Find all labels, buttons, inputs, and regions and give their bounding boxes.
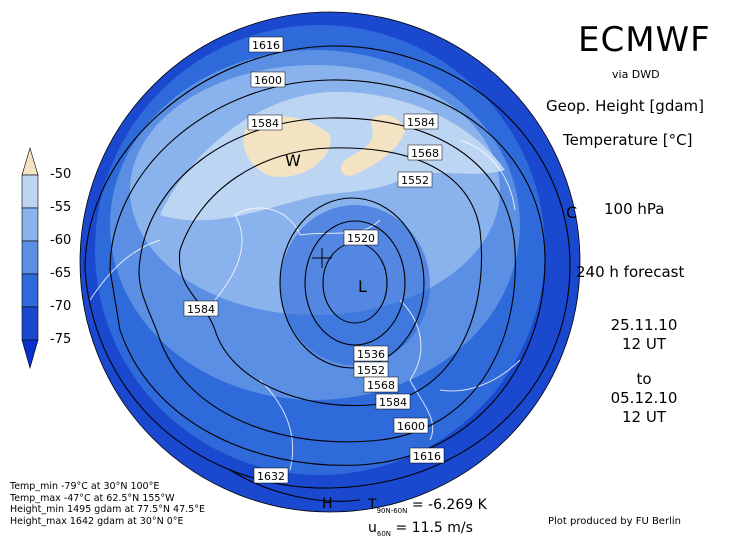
- extremes-stats: Temp_min -79°C at 30°N 100°E Temp_max -4…: [10, 481, 205, 527]
- init-date: 25.11.10: [610, 316, 678, 334]
- source-note: via DWD: [612, 68, 660, 81]
- pole-marker: C: [566, 203, 577, 222]
- warm-patch-east: [340, 114, 405, 176]
- contour-label: 1584: [379, 396, 407, 409]
- forecast-range: 240 h forecast: [576, 263, 685, 281]
- temp-min: Temp_min -79°C at 30°N 100°E: [10, 481, 160, 492]
- geop-height-label: Geop. Height [gdam]: [546, 97, 704, 115]
- contour-label: 1536: [357, 348, 385, 361]
- valid-time: 12 UT: [622, 408, 666, 426]
- u-subscript: 60N: [376, 529, 392, 538]
- contour-label: 1600: [254, 74, 282, 87]
- page-title: ECMWF: [578, 20, 711, 60]
- contour-label: 1584: [251, 117, 279, 130]
- u-symbol: u: [368, 519, 377, 536]
- contour-label: 1616: [413, 450, 441, 463]
- contour-label: 1600: [397, 420, 425, 433]
- contour-label: 1552: [401, 174, 429, 187]
- contour-label: 1568: [367, 379, 395, 392]
- t-symbol: T: [368, 497, 377, 513]
- legend-tick: -60: [50, 233, 72, 248]
- h-marker: H: [322, 496, 333, 512]
- t-subscript: 90N-60N: [376, 506, 408, 515]
- plot-credit: Plot produced by FU Berlin: [548, 516, 681, 527]
- init-datetime: 25.11.10 12 UT: [604, 316, 684, 354]
- contour-label: 1584: [407, 116, 435, 129]
- low-marker: L: [358, 277, 367, 296]
- pressure-level: 100 hPa: [604, 200, 665, 218]
- contour-label: 1632: [257, 470, 285, 483]
- legend-tick: -50: [50, 167, 72, 182]
- valid-date: 05.12.10: [610, 389, 678, 407]
- init-time: 12 UT: [622, 335, 666, 353]
- temp-max: Temp_max -47°C at 62.5°N 155°W: [10, 492, 175, 504]
- height-max: Height_max 1642 gdam at 30°N 0°E: [10, 515, 184, 527]
- u-diagnostic: u60N = 11.5 m/s: [368, 520, 487, 543]
- contour-labels: 1616 1600 1584 1584 1568 1552 1520 1584 …: [183, 36, 445, 484]
- contour-label: 1552: [357, 364, 385, 377]
- map-border: [79, 11, 581, 513]
- cold-core: [280, 205, 430, 365]
- contour-label: 1584: [187, 303, 215, 316]
- u-value: = 11.5 m/s: [395, 519, 473, 536]
- contour-label: 1520: [347, 232, 375, 245]
- temperature-label: Temperature [°C]: [563, 131, 693, 149]
- height-min: Height_min 1495 gdam at 77.5°N 47.5°E: [10, 504, 205, 515]
- t-value: = -6.269 K: [411, 497, 487, 513]
- diagnostics: T90N-60N = -6.269 K u60N = 11.5 m/s: [368, 497, 487, 543]
- to-label: to: [636, 370, 652, 388]
- contour-label: 1616: [252, 39, 280, 52]
- legend-tick: -70: [50, 299, 72, 314]
- legend-tick: -75: [50, 332, 72, 347]
- contour-label: 1568: [411, 147, 439, 160]
- legend-colorbar: [21, 146, 39, 370]
- valid-datetime: to 05.12.10 12 UT: [604, 370, 684, 427]
- high-marker: W: [285, 151, 301, 170]
- t-diagnostic: T90N-60N = -6.269 K: [368, 497, 487, 520]
- legend-tick: -65: [50, 266, 72, 281]
- legend-tick: -55: [50, 200, 72, 215]
- pole-cross-icon: [312, 248, 332, 268]
